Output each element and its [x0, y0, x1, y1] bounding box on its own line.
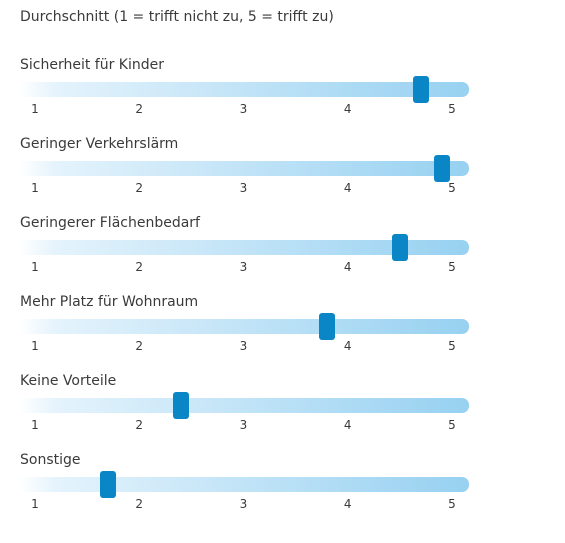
scale-tick-label: 3 [239, 497, 248, 511]
slider-track[interactable] [20, 319, 469, 334]
scale-tick-label: 5 [448, 339, 456, 353]
slider-row: Mehr Platz für Wohnraum 1 2 3 4 5 [0, 294, 565, 374]
scale-tick-label: 2 [135, 260, 144, 274]
slider-row: Sonstige 1 2 3 4 5 [0, 452, 565, 532]
slider-row: Geringer Verkehrslärm 1 2 3 4 5 [0, 136, 565, 216]
slider-track[interactable] [20, 82, 469, 97]
scale-tick-label: 2 [135, 181, 144, 195]
scale-tick-label: 5 [448, 497, 456, 511]
scale-tick-label: 5 [448, 102, 456, 116]
chart-title: Durchschnitt (1 = trifft nicht zu, 5 = t… [20, 9, 334, 25]
scale-tick-label: 2 [135, 497, 144, 511]
slider-handle[interactable] [172, 392, 189, 419]
slider-handle[interactable] [433, 155, 450, 182]
slider-row: Geringerer Flächenbedarf 1 2 3 4 5 [0, 215, 565, 295]
slider-label: Geringer Verkehrslärm [20, 136, 179, 152]
scale-tick-label: 1 [31, 102, 39, 116]
slider-track[interactable] [20, 240, 469, 255]
scale-tick-label: 5 [448, 181, 456, 195]
slider-track[interactable] [20, 477, 469, 492]
scale-tick-label: 2 [135, 339, 144, 353]
scale-tick-label: 3 [239, 418, 248, 432]
scale-tick-label: 5 [448, 260, 456, 274]
scale-tick-label: 2 [135, 102, 144, 116]
scale-tick-label: 4 [343, 418, 352, 432]
scale-tick-label: 1 [31, 260, 39, 274]
scale-tick-label: 1 [31, 181, 39, 195]
slider-label: Sonstige [20, 452, 81, 468]
slider-label: Sicherheit für Kinder [20, 57, 164, 73]
slider-row: Keine Vorteile 1 2 3 4 5 [0, 373, 565, 453]
scale-tick-label: 2 [135, 418, 144, 432]
slider-row: Sicherheit für Kinder 1 2 3 4 5 [0, 57, 565, 137]
scale-tick-label: 3 [239, 181, 248, 195]
slider-handle[interactable] [99, 471, 116, 498]
scale-tick-label: 3 [239, 102, 248, 116]
slider-handle[interactable] [318, 313, 335, 340]
scale-tick-label: 5 [448, 418, 456, 432]
slider-handle[interactable] [391, 234, 408, 261]
slider-handle[interactable] [412, 76, 429, 103]
scale-tick-label: 1 [31, 418, 39, 432]
scale-tick-label: 1 [31, 497, 39, 511]
scale-tick-label: 4 [343, 260, 352, 274]
scale-tick-label: 3 [239, 339, 248, 353]
scale-tick-label: 4 [343, 497, 352, 511]
scale-tick-label: 3 [239, 260, 248, 274]
scale-tick-label: 4 [343, 181, 352, 195]
scale-tick-label: 1 [31, 339, 39, 353]
slider-label: Mehr Platz für Wohnraum [20, 294, 199, 310]
scale-tick-label: 4 [343, 102, 352, 116]
slider-label: Keine Vorteile [20, 373, 117, 389]
scale-tick-label: 4 [343, 339, 352, 353]
slider-track[interactable] [20, 398, 469, 413]
slider-track[interactable] [20, 161, 469, 176]
slider-label: Geringerer Flächenbedarf [20, 215, 200, 231]
